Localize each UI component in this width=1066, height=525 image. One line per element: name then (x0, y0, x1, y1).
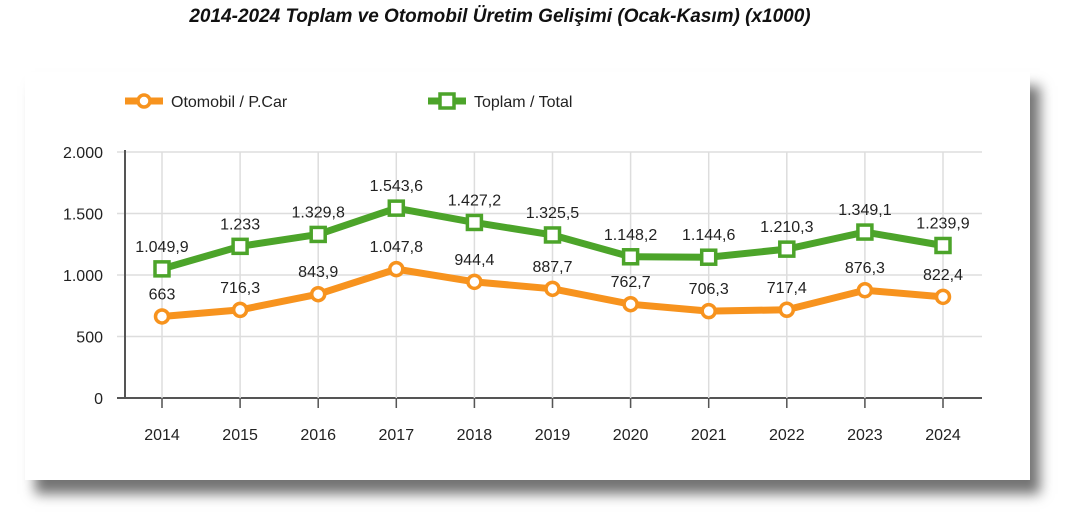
data-label: 843,9 (298, 264, 338, 281)
y-tick-label: 2.000 (63, 145, 103, 162)
data-label: 706,3 (689, 281, 729, 298)
data-point (153, 260, 171, 278)
data-point (465, 213, 484, 232)
data-label: 876,3 (845, 260, 885, 277)
data-point (544, 280, 561, 298)
data-point (231, 301, 249, 319)
data-label: 663 (149, 286, 176, 303)
data-label: 762,7 (611, 274, 651, 291)
data-label: 1.543,6 (370, 178, 423, 195)
data-label: 1.239,9 (916, 215, 969, 232)
x-tick-label: 2017 (379, 427, 415, 444)
data-point (699, 248, 718, 266)
x-tick-label: 2014 (144, 427, 180, 444)
data-point (856, 281, 874, 299)
x-tick-label: 2015 (222, 427, 258, 444)
x-tick-label: 2019 (535, 427, 571, 444)
data-point (934, 236, 952, 255)
data-label: 1.427,2 (448, 192, 501, 209)
data-point (621, 248, 640, 266)
data-label: 822,4 (923, 267, 963, 284)
data-label: 1.349,1 (838, 202, 891, 219)
data-point (388, 260, 405, 278)
data-label: 1.233 (220, 216, 260, 233)
legend-square-icon (438, 92, 456, 110)
data-point (309, 285, 327, 303)
data-point (778, 240, 796, 258)
data-label: 1.144,6 (682, 227, 735, 244)
data-point (543, 226, 562, 244)
data-label: 1.148,2 (604, 227, 657, 244)
x-tick-label: 2018 (457, 427, 493, 444)
legend-label: Otomobil / P.Car (171, 94, 288, 111)
y-tick-label: 500 (76, 330, 103, 347)
data-label: 717,4 (767, 280, 807, 297)
data-point (231, 237, 249, 256)
data-label: 944,4 (454, 252, 494, 269)
legend-label: Toplam / Total (474, 94, 572, 111)
data-label: 1.329,8 (292, 204, 345, 221)
y-tick-label: 1.000 (63, 268, 103, 285)
x-tick-label: 2022 (769, 427, 805, 444)
data-point (309, 225, 327, 244)
y-tick-label: 0 (94, 391, 103, 408)
y-tick-label: 1.500 (63, 207, 103, 224)
x-tick-label: 2023 (847, 427, 883, 444)
x-tick-label: 2021 (691, 427, 727, 444)
data-point (934, 288, 952, 306)
data-label: 716,3 (220, 280, 260, 297)
x-tick-label: 2024 (925, 427, 961, 444)
data-point (466, 273, 483, 291)
data-label: 1.049,9 (135, 239, 188, 256)
data-label: 1.047,8 (370, 239, 423, 256)
data-label: 1.325,5 (526, 205, 579, 222)
x-tick-label: 2020 (613, 427, 649, 444)
data-label: 887,7 (532, 259, 572, 276)
data-point (153, 308, 171, 325)
x-tick-label: 2016 (300, 427, 336, 444)
chart-card (25, 72, 1030, 480)
legend-circle-icon (136, 93, 152, 109)
data-point (387, 199, 406, 217)
data-point (778, 301, 796, 319)
data-point (700, 302, 717, 320)
chart-title: 2014-2024 Toplam ve Otomobil Üretim Geli… (189, 6, 811, 27)
data-point (856, 223, 874, 241)
data-label: 1.210,3 (760, 219, 813, 236)
data-point (622, 295, 639, 313)
